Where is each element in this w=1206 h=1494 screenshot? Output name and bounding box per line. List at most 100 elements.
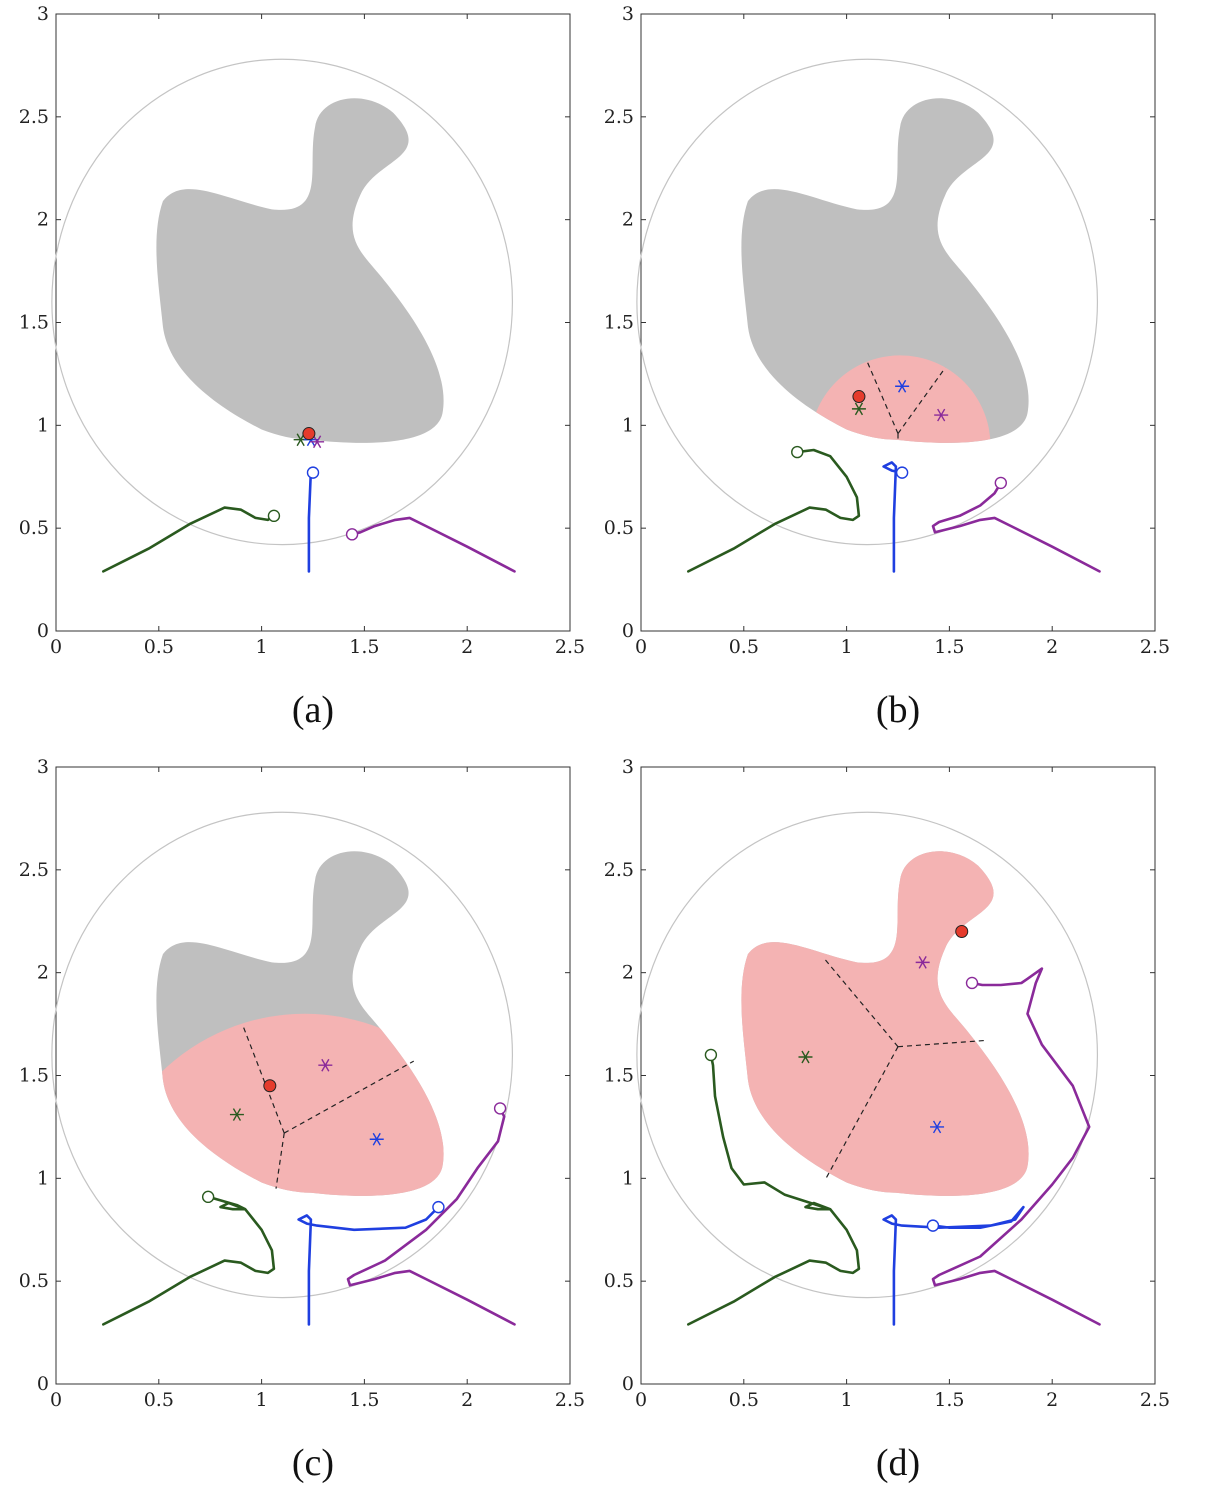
target-marker: [263, 1079, 277, 1093]
x-tick-label: 1: [256, 636, 268, 658]
y-tick-label: 1: [37, 1167, 49, 1189]
y-tick-label: 2.5: [19, 106, 49, 128]
x-tick-label: 0.5: [144, 636, 174, 658]
x-tick-label: 2.5: [555, 1389, 585, 1411]
y-tick-label: 0.5: [604, 517, 634, 539]
trajectory-green: [102, 506, 276, 573]
y-tick-label: 3: [37, 756, 49, 778]
trajectory-green: [687, 448, 861, 573]
sensing-circle: [637, 59, 1098, 544]
voronoi-boundary: [866, 361, 899, 434]
x-tick-label: 0: [50, 1389, 62, 1411]
y-tick-label: 0: [622, 620, 634, 642]
robot-blue: [895, 466, 909, 479]
panel-d: (d) 0 0.5 1 1.5 2 2.5 0 0.5 1 1.5 2 2.5 3: [604, 756, 1170, 1484]
target-marker: [955, 925, 969, 939]
y-tick-label: 2.5: [604, 859, 634, 881]
panel-c: (c) 0 0.5 1 1.5 2 2.5 0 0.5 1 1.5 2 2.5 3: [19, 756, 585, 1484]
robot-blue: [306, 466, 320, 479]
y-tick-label: 0.5: [604, 1270, 634, 1292]
y-tick-label: 1.5: [19, 1065, 49, 1087]
target-marker: [852, 390, 866, 404]
trajectory-green: [687, 1053, 861, 1326]
robot-green: [704, 1048, 718, 1062]
trajectory-blue: [882, 461, 904, 573]
robot-purple: [965, 976, 979, 990]
sensing-circle: [52, 812, 513, 1297]
x-tick-label: 1.5: [349, 1389, 379, 1411]
y-tick-label: 2.5: [604, 106, 634, 128]
robot-blue: [432, 1200, 445, 1214]
robot-purple: [345, 528, 359, 541]
robot-purple: [994, 476, 1007, 490]
data-layer: [637, 812, 1098, 1297]
panel-label-c: (c): [292, 1442, 334, 1484]
y-tick-label: 0: [37, 1373, 49, 1395]
panel-label-a: (a): [292, 689, 334, 731]
trajectory-purple: [350, 516, 516, 573]
robot-blue: [926, 1219, 940, 1232]
x-tick-label: 1: [841, 1389, 853, 1411]
x-tick-label: 2.5: [555, 636, 585, 658]
x-tick-label: 0: [635, 1389, 647, 1411]
x-tick-label: 2: [461, 1389, 473, 1411]
y-tick-label: 3: [622, 756, 634, 778]
trajectory-blue: [882, 1205, 1025, 1326]
y-tick-label: 3: [37, 3, 49, 25]
x-tick-label: 1.5: [349, 636, 379, 658]
panel-label-d: (d): [876, 1442, 920, 1484]
voronoi-boundary: [825, 1046, 899, 1179]
voronoi-boundary: [275, 1132, 285, 1189]
y-tick-label: 2: [622, 209, 634, 231]
y-tick-label: 2: [37, 209, 49, 231]
voronoi-boundary: [283, 1060, 415, 1134]
y-tick-label: 2: [622, 962, 634, 984]
x-tick-label: 1.5: [934, 636, 964, 658]
x-tick-label: 2.5: [1140, 1389, 1170, 1411]
x-tick-label: 0.5: [729, 1389, 759, 1411]
y-tick-label: 1: [622, 1167, 634, 1189]
robot-green: [267, 509, 281, 523]
voronoi-boundary: [897, 367, 946, 434]
x-tick-label: 0.5: [144, 1389, 174, 1411]
trajectory-blue: [297, 1205, 440, 1326]
y-tick-label: 0.5: [19, 517, 49, 539]
voronoi-boundary: [242, 1025, 285, 1134]
panel-a: (a) 0 0.5 1 1.5 2 2.5 0 0.5 1 1.5 2 2.5 3: [19, 3, 585, 731]
x-tick-label: 2: [1046, 636, 1058, 658]
x-tick-label: 0: [50, 636, 62, 658]
x-tick-label: 2: [461, 636, 473, 658]
sensing-circle: [52, 59, 513, 544]
x-tick-label: 2: [1046, 1389, 1058, 1411]
target-marker: [302, 427, 316, 441]
y-tick-label: 1.5: [604, 1065, 634, 1087]
panel-b: (b) 0 0.5 1 1.5 2 2.5 0 0.5 1 1.5 2 2.5 3: [604, 3, 1170, 731]
x-tick-label: 1: [256, 1389, 268, 1411]
x-tick-label: 0: [635, 636, 647, 658]
panel-label-b: (b): [876, 689, 920, 731]
sensing-circle: [637, 812, 1098, 1297]
y-tick-label: 0: [37, 620, 49, 642]
data-layer: [52, 59, 513, 544]
x-tick-label: 2.5: [1140, 636, 1170, 658]
trajectory-purple: [931, 967, 1101, 1326]
y-tick-label: 3: [622, 3, 634, 25]
y-tick-label: 0: [622, 1373, 634, 1395]
trajectory-purple: [931, 481, 1101, 573]
trajectory-purple: [346, 1107, 516, 1326]
x-tick-label: 1: [841, 636, 853, 658]
robot-green: [201, 1190, 215, 1204]
voronoi-boundary: [823, 957, 899, 1048]
robot-green: [791, 445, 804, 459]
y-tick-label: 1.5: [19, 312, 49, 334]
x-tick-label: 1.5: [934, 1389, 964, 1411]
y-tick-label: 2.5: [19, 859, 49, 881]
data-layer: [637, 59, 1098, 544]
y-tick-label: 1: [622, 414, 634, 436]
y-tick-label: 1: [37, 414, 49, 436]
x-tick-label: 0.5: [729, 636, 759, 658]
y-tick-label: 2: [37, 962, 49, 984]
voronoi-boundary: [897, 1039, 985, 1048]
y-tick-label: 1.5: [604, 312, 634, 334]
